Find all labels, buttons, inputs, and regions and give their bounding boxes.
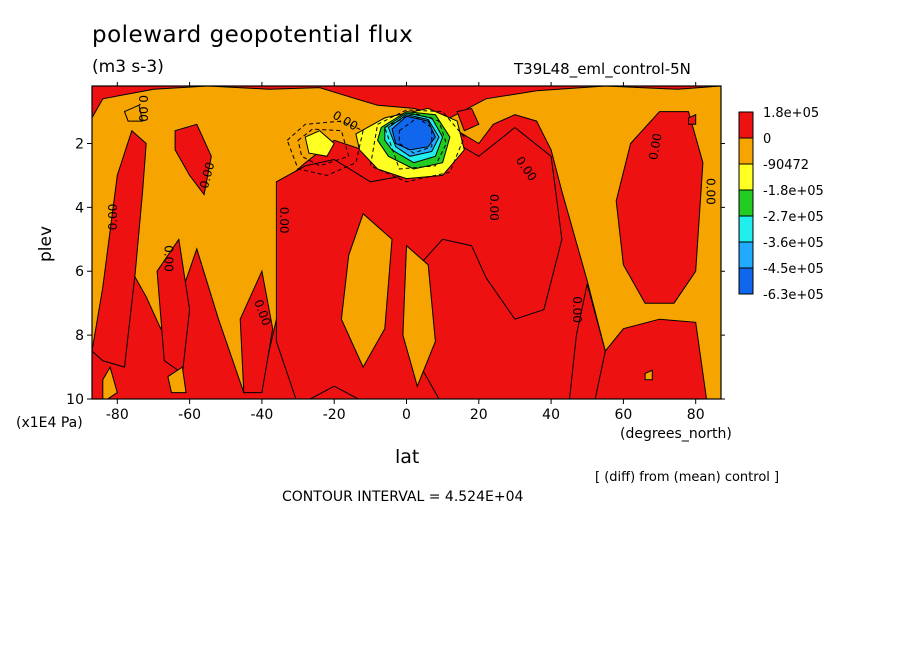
field-near-zero-hole-4 <box>123 104 144 122</box>
y-tick-label-3: 8 <box>75 328 84 344</box>
contour-label-3: 0.00 <box>197 161 217 190</box>
negative-contour-1 <box>297 128 350 167</box>
negative-contour-4 <box>398 117 433 154</box>
y-tick-label-1: 4 <box>75 200 84 216</box>
x-tick-label-4: 0 <box>402 407 411 423</box>
field-positive-patch-1 <box>456 107 480 132</box>
negative-contour-0 <box>286 120 364 176</box>
colorbar-label-4: -2.7e+05 <box>763 210 824 225</box>
colorbar-swatch-3 <box>738 189 754 217</box>
colorbar-swatch-4 <box>738 215 754 243</box>
negative-contour-2 <box>369 109 465 183</box>
colorbar-label-1: 0 <box>763 132 771 147</box>
negative-contour-3 <box>384 112 447 170</box>
units-label: (m3 s-3) <box>92 57 164 77</box>
contour-label-7: 0.00 <box>487 194 501 221</box>
colorbar-label-3: -1.8e+05 <box>763 184 824 199</box>
contour-label-10: 0.00 <box>646 132 664 161</box>
field-near-zero-hole-0 <box>340 212 393 369</box>
field-near-zero-hole-2 <box>102 365 118 399</box>
colorbar-swatch-1 <box>738 137 754 165</box>
run-label: T39L48_eml_control-5N <box>514 60 691 78</box>
colorbar-label-7: -6.3e+05 <box>763 288 824 303</box>
colorbar-label-0: 1.8e+05 <box>763 106 819 121</box>
field-layer <box>92 86 721 399</box>
colorbar-swatch-5 <box>738 241 754 269</box>
x-axis-label: lat <box>395 446 420 468</box>
field-positive-cell-0 <box>92 129 147 368</box>
y-tick-label-4: 10 <box>66 392 84 408</box>
contour-label-2: 0.00 <box>161 245 175 272</box>
field-near-zero-hole-1 <box>402 244 436 388</box>
x-tick-label-8: 80 <box>687 407 705 423</box>
y-tick-label-2: 6 <box>75 264 84 280</box>
contour-interval-label: CONTOUR INTERVAL = 4.524E+04 <box>282 489 524 505</box>
field-positive-cell-2 <box>156 237 191 375</box>
field-positive-cell-1 <box>174 123 212 196</box>
diff-note: [ (diff) from (mean) control ] <box>595 470 780 485</box>
contour-label-4: 0.00 <box>277 207 291 234</box>
field-near-zero-hole-3 <box>167 366 187 394</box>
x-tick-label-7: 60 <box>614 407 632 423</box>
field-positive-cell-6 <box>569 283 606 399</box>
negative-core-level-4 <box>391 115 436 151</box>
x-tick-label-6: 40 <box>542 407 560 423</box>
colorbar-swatch-6 <box>738 267 754 295</box>
colorbar-label-2: -90472 <box>763 158 809 173</box>
field-positive-cell-5 <box>615 111 704 304</box>
x-tick-label-0: -80 <box>106 407 129 423</box>
colorbar-swatch-2 <box>738 163 754 191</box>
chart-title: poleward geopotential flux <box>92 22 414 48</box>
colorbar-swatch-0 <box>738 111 754 139</box>
contour-label-1: 0.00 <box>106 204 120 231</box>
x-tick-label-1: -60 <box>178 407 201 423</box>
y-axis-unit: (x1E4 Pa) <box>16 415 83 431</box>
colorbar-label-5: -3.6e+05 <box>763 236 824 251</box>
negative-lobe-left <box>304 130 335 157</box>
colorbar-label-6: -4.5e+05 <box>763 262 824 277</box>
x-tick-label-3: -20 <box>323 407 346 423</box>
x-tick-label-2: -40 <box>250 407 273 423</box>
field-near-zero-hole-5 <box>644 369 653 381</box>
field-positive-patch-2 <box>688 113 697 125</box>
field-positive-cell-3 <box>239 269 274 394</box>
contour-label-0: 0.00 <box>136 95 150 122</box>
contour-label-9: 0.00 <box>570 296 584 323</box>
contour-label-11: 0.00 <box>704 178 718 205</box>
y-tick-label-0: 2 <box>75 136 84 152</box>
x-tick-label-5: 20 <box>470 407 488 423</box>
x-axis-unit: (degrees_north) <box>620 426 732 442</box>
